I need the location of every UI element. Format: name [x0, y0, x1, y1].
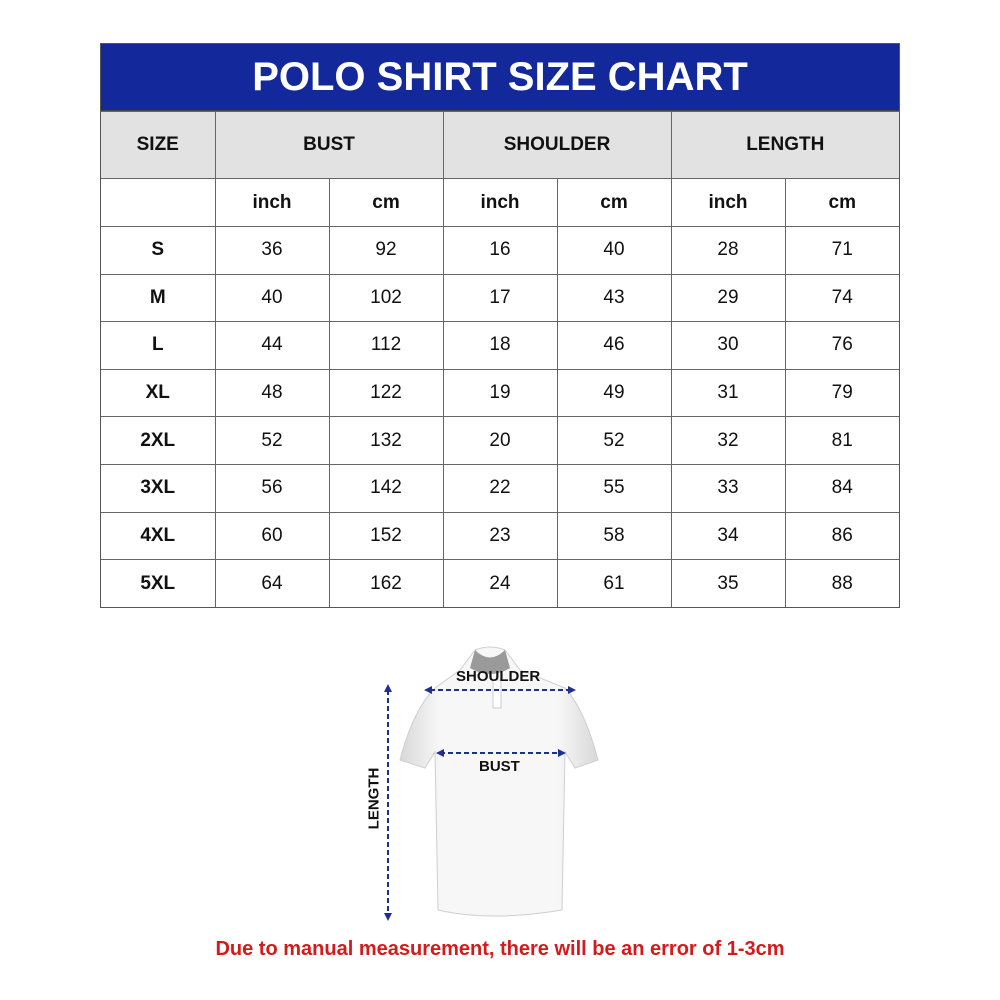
measurement-cell: 30: [670, 321, 786, 370]
size-chart-table: POLO SHIRT SIZE CHART SIZE BUST SHOULDER…: [100, 43, 900, 609]
measurement-cell: 20: [442, 416, 558, 465]
table-row: 2XL 52 132 20 52 32 81: [101, 416, 899, 465]
measurement-cell: 88: [784, 559, 899, 608]
unit-header: inch: [214, 178, 330, 227]
measurement-cell: 18: [442, 321, 558, 370]
table-row: XL 48 122 19 49 31 79: [101, 368, 899, 418]
measurement-cell: 56: [214, 463, 330, 513]
measurement-cell: 76: [784, 321, 899, 370]
size-cell: 3XL: [101, 463, 216, 513]
measurement-cell: 24: [442, 559, 558, 608]
measurement-cell: 32: [670, 416, 786, 465]
size-cell: L: [101, 321, 216, 370]
table-row: S 36 92 16 40 28 71: [101, 226, 899, 275]
unit-header: cm: [328, 178, 444, 227]
bust-label: BUST: [479, 758, 520, 775]
measurement-cell: 44: [214, 321, 330, 370]
measurement-cell: 84: [784, 463, 899, 513]
measurement-cell: 40: [556, 226, 672, 275]
measurement-cell: 28: [670, 226, 786, 275]
measurement-cell: 48: [214, 368, 330, 418]
measurement-cell: 152: [328, 511, 444, 561]
measurement-cell: 52: [556, 416, 672, 465]
measurement-cell: 162: [328, 559, 444, 608]
measurement-cell: 86: [784, 511, 899, 561]
header-size: SIZE: [101, 111, 216, 179]
measurement-cell: 49: [556, 368, 672, 418]
measurement-cell: 55: [556, 463, 672, 513]
measurement-cell: 43: [556, 273, 672, 323]
header-shoulder: SHOULDER: [442, 111, 672, 179]
size-cell: 2XL: [101, 416, 216, 465]
table-row: M 40 102 17 43 29 74: [101, 273, 899, 323]
measurement-cell: 16: [442, 226, 558, 275]
measurement-cell: 64: [214, 559, 330, 608]
header-length: LENGTH: [670, 111, 899, 179]
measurement-cell: 81: [784, 416, 899, 465]
measurement-cell: 17: [442, 273, 558, 323]
measurement-cell: 132: [328, 416, 444, 465]
measurement-cell: 35: [670, 559, 786, 608]
unit-row: inch cm inch cm inch cm: [101, 178, 899, 227]
measurement-cell: 40: [214, 273, 330, 323]
measurement-cell: 92: [328, 226, 444, 275]
measurement-cell: 52: [214, 416, 330, 465]
measurement-cell: 74: [784, 273, 899, 323]
shirt-measurement-diagram: SHOULDER BUST LENGTH: [360, 640, 620, 930]
measurement-cell: 19: [442, 368, 558, 418]
unit-header: inch: [442, 178, 558, 227]
measurement-cell: 102: [328, 273, 444, 323]
size-cell: 4XL: [101, 511, 216, 561]
header-bust: BUST: [214, 111, 444, 179]
table-row: 5XL 64 162 24 61 35 88: [101, 559, 899, 608]
measurement-cell: 31: [670, 368, 786, 418]
measurement-cell: 60: [214, 511, 330, 561]
measurement-cell: 122: [328, 368, 444, 418]
shoulder-label: SHOULDER: [456, 668, 541, 685]
unit-header: inch: [670, 178, 786, 227]
unit-blank: [101, 178, 216, 227]
measurement-cell: 71: [784, 226, 899, 275]
unit-header: cm: [784, 178, 899, 227]
measurement-note: Due to manual measurement, there will be…: [215, 938, 785, 960]
size-cell: S: [101, 226, 216, 275]
measurement-cell: 58: [556, 511, 672, 561]
measurement-cell: 22: [442, 463, 558, 513]
measurement-cell: 46: [556, 321, 672, 370]
measurement-cell: 33: [670, 463, 786, 513]
size-cell: M: [101, 273, 216, 323]
measurement-cell: 36: [214, 226, 330, 275]
size-cell: XL: [101, 368, 216, 418]
unit-header: cm: [556, 178, 672, 227]
measurement-cell: 112: [328, 321, 444, 370]
length-label: LENGTH: [365, 767, 383, 830]
measurement-cell: 29: [670, 273, 786, 323]
measurement-cell: 142: [328, 463, 444, 513]
measurement-cell: 61: [556, 559, 672, 608]
table-row: 4XL 60 152 23 58 34 86: [101, 511, 899, 561]
measurement-cell: 79: [784, 368, 899, 418]
measurement-cell: 23: [442, 511, 558, 561]
table-row: 3XL 56 142 22 55 33 84: [101, 463, 899, 513]
chart-title: POLO SHIRT SIZE CHART: [101, 44, 899, 111]
header-row: SIZE BUST SHOULDER LENGTH: [101, 111, 899, 179]
size-cell: 5XL: [101, 559, 216, 608]
polo-shirt-icon: [384, 646, 599, 921]
measurement-cell: 34: [670, 511, 786, 561]
table-row: L 44 112 18 46 30 76: [101, 321, 899, 370]
